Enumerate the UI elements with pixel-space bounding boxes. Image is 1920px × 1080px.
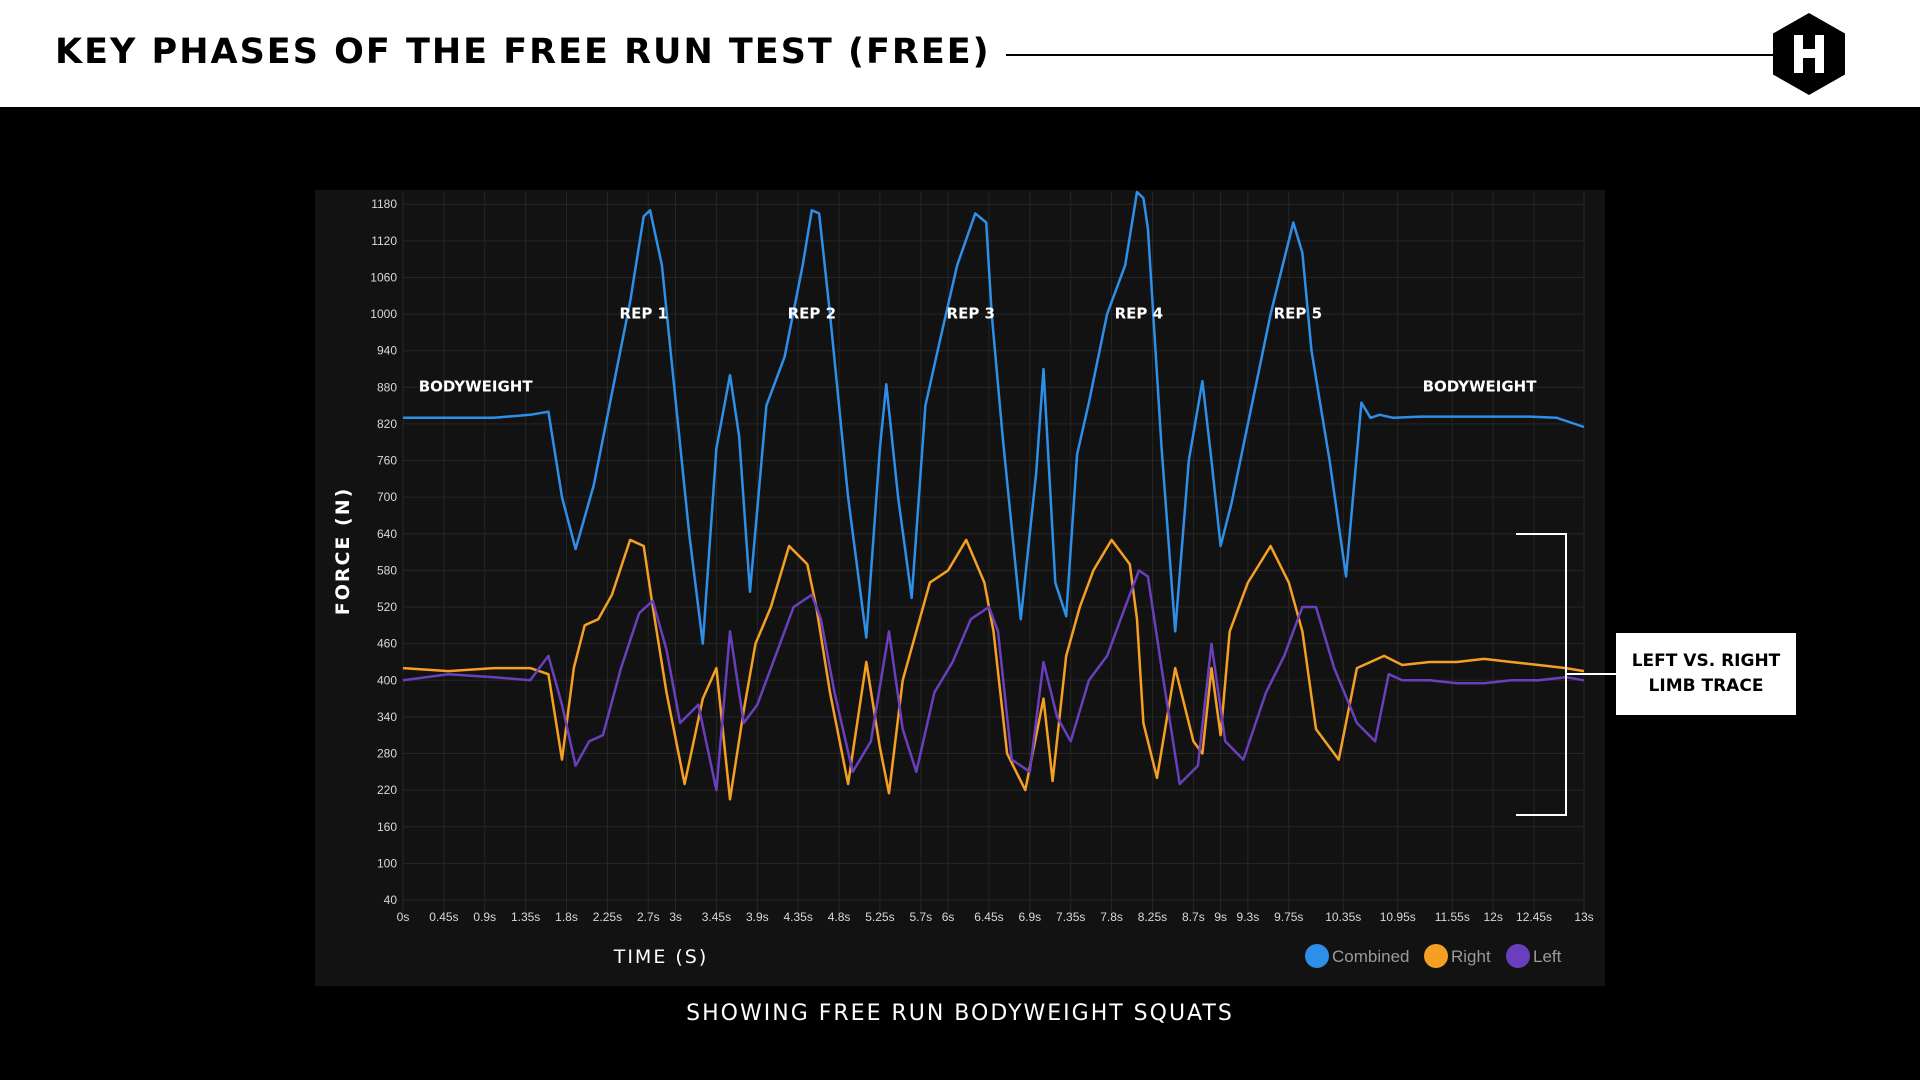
y-tick-label: 100 <box>377 856 397 870</box>
x-tick-label: 10.35s <box>1325 910 1361 924</box>
x-tick-label: 4.8s <box>828 910 851 924</box>
x-axis-label: TIME (S) <box>613 946 709 968</box>
x-tick-label: 6s <box>942 910 955 924</box>
y-tick-label: 640 <box>377 527 397 541</box>
x-tick-label: 3s <box>669 910 682 924</box>
series-line-left <box>402 569 1585 792</box>
y-tick-label: 940 <box>377 344 397 358</box>
x-tick-label: 6.45s <box>974 910 1003 924</box>
x-tick-label: 8.7s <box>1182 910 1205 924</box>
x-tick-label: 9.75s <box>1274 910 1303 924</box>
x-tick-label: 2.7s <box>637 910 660 924</box>
header-bar: KEY PHASES OF THE FREE RUN TEST (FREE) <box>0 0 1920 107</box>
callout-line-2: LIMB TRACE <box>1648 676 1764 696</box>
x-tick-label: 7.8s <box>1100 910 1123 924</box>
x-tick-label: 12.45s <box>1516 910 1552 924</box>
header-divider-line <box>1006 54 1778 56</box>
series-line-combined <box>403 190 1585 645</box>
x-tick-label: 9s <box>1214 910 1227 924</box>
chart-annotation: REP 3 <box>947 304 995 322</box>
y-tick-label: 880 <box>377 380 397 394</box>
y-tick-label: 1060 <box>370 270 397 284</box>
y-tick-label: 1180 <box>371 197 397 211</box>
chart-panel: 40 100 160 220 280 340 400 460 520 580 640 700 760 82… <box>315 190 1605 986</box>
chart-annotation: BODYWEIGHT <box>419 378 534 396</box>
legend-label-combined: Combined <box>1332 947 1410 966</box>
y-tick-label: 160 <box>377 820 397 834</box>
x-tick-label: 8.25s <box>1138 910 1167 924</box>
legend-marker-right <box>1424 944 1448 968</box>
y-tick-label: 460 <box>377 637 397 651</box>
limb-trace-callout: LEFT VS. RIGHT LIMB TRACE <box>1616 633 1796 715</box>
y-tick-label: 820 <box>377 417 397 431</box>
x-tick-label: 0s <box>397 910 410 924</box>
limb-trace-bracket <box>1516 533 1616 816</box>
y-tick-label: 340 <box>377 710 397 724</box>
y-tick-label: 580 <box>377 563 397 577</box>
chart-annotation: BODYWEIGHT <box>1423 378 1538 396</box>
force-time-chart: 40 100 160 220 280 340 400 460 520 580 640 700 760 82… <box>332 190 1594 968</box>
legend-label-right: Right <box>1451 947 1491 966</box>
y-tick-label: 40 <box>384 893 398 907</box>
x-tick-label: 4.35s <box>784 910 813 924</box>
chart-annotation: REP 1 <box>620 304 668 322</box>
chart-annotation: REP 4 <box>1115 304 1163 322</box>
x-tick-label: 1.35s <box>511 910 540 924</box>
y-tick-label: 280 <box>377 747 397 761</box>
x-tick-label: 9.3s <box>1237 910 1260 924</box>
hexagon-h-logo-icon <box>1773 13 1845 95</box>
y-tick-label: 220 <box>377 783 397 797</box>
x-tick-label: 3.45s <box>702 910 731 924</box>
x-tick-label: 6.9s <box>1018 910 1041 924</box>
x-tick-label: 12s <box>1483 910 1502 924</box>
x-tick-label: 7.35s <box>1056 910 1085 924</box>
chart-annotation: REP 2 <box>788 304 836 322</box>
y-tick-label: 400 <box>377 673 397 687</box>
y-tick-label: 1120 <box>371 234 397 248</box>
chart-caption: SHOWING FREE RUN BODYWEIGHT SQUATS <box>686 1001 1234 1026</box>
x-tick-label: 5.7s <box>909 910 932 924</box>
legend-marker-left <box>1506 944 1530 968</box>
x-tick-label: 10.95s <box>1380 910 1416 924</box>
x-tick-label: 0.45s <box>429 910 458 924</box>
legend-marker-combined <box>1305 944 1329 968</box>
y-tick-label: 700 <box>377 490 397 504</box>
x-tick-label: 0.9s <box>473 910 496 924</box>
x-tick-label: 3.9s <box>746 910 769 924</box>
x-tick-label: 11.55s <box>1435 910 1470 924</box>
x-tick-label: 13s <box>1574 910 1593 924</box>
y-axis-label: FORCE (N) <box>332 487 354 616</box>
legend-label-left: Left <box>1533 947 1562 966</box>
y-tick-label: 520 <box>377 600 397 614</box>
x-tick-label: 1.8s <box>555 910 578 924</box>
callout-line-1: LEFT VS. RIGHT <box>1631 651 1781 671</box>
y-tick-label: 760 <box>377 454 397 468</box>
y-tick-label: 1000 <box>370 307 397 321</box>
series-line-right <box>402 538 1585 801</box>
x-tick-label: 5.25s <box>865 910 894 924</box>
page-title: KEY PHASES OF THE FREE RUN TEST (FREE) <box>55 32 991 72</box>
x-tick-label: 2.25s <box>593 910 622 924</box>
chart-annotation: REP 5 <box>1274 304 1322 322</box>
